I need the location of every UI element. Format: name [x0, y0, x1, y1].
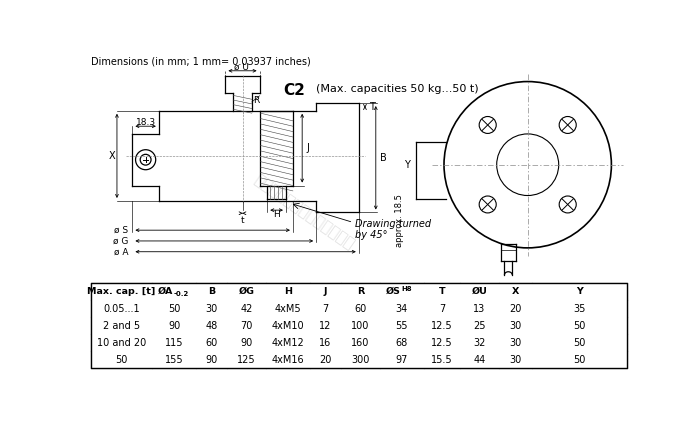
Text: 160: 160 [351, 338, 370, 348]
Text: ø U: ø U [234, 63, 249, 72]
Text: R: R [357, 287, 364, 296]
Text: 50: 50 [573, 354, 586, 365]
Text: ø G: ø G [113, 236, 129, 245]
Text: H: H [284, 287, 292, 296]
Text: ø A: ø A [114, 247, 129, 256]
Text: 4xM5: 4xM5 [274, 304, 301, 314]
Text: 广州众鯪自动化科技有限公司: 广州众鯪自动化科技有限公司 [251, 172, 358, 253]
Text: J: J [323, 287, 327, 296]
Text: 90: 90 [206, 354, 218, 365]
Text: 50: 50 [168, 304, 181, 314]
Text: 4xM16: 4xM16 [272, 354, 304, 365]
Text: T: T [439, 287, 445, 296]
Text: 35: 35 [573, 304, 586, 314]
Text: 25: 25 [473, 321, 486, 331]
Text: t: t [241, 217, 244, 225]
Text: 4xM12: 4xM12 [272, 338, 304, 348]
Text: 42: 42 [241, 304, 253, 314]
Text: 55: 55 [395, 321, 408, 331]
Text: -0.2: -0.2 [174, 291, 189, 297]
Text: C2: C2 [284, 83, 305, 98]
Text: approx. 18.5: approx. 18.5 [395, 194, 403, 247]
Text: B: B [208, 287, 216, 296]
Text: 12.5: 12.5 [431, 321, 453, 331]
Text: Drawing turned
by 45°: Drawing turned by 45° [355, 219, 431, 240]
Text: 30: 30 [509, 354, 522, 365]
Text: 48: 48 [206, 321, 218, 331]
Text: Y: Y [404, 160, 410, 170]
Text: 32: 32 [473, 338, 486, 348]
Text: 300: 300 [351, 354, 370, 365]
Text: 70: 70 [241, 321, 253, 331]
Text: 18.3: 18.3 [136, 118, 155, 127]
Text: 0.05...1: 0.05...1 [103, 304, 140, 314]
Text: X: X [109, 151, 116, 161]
Text: 30: 30 [509, 338, 522, 348]
Text: 50: 50 [573, 338, 586, 348]
Text: 60: 60 [354, 304, 367, 314]
Text: 60: 60 [206, 338, 218, 348]
Text: 7: 7 [323, 304, 328, 314]
Text: B: B [381, 153, 387, 163]
Text: 100: 100 [351, 321, 370, 331]
Text: X: X [512, 287, 519, 296]
Text: 90: 90 [168, 321, 181, 331]
Text: 30: 30 [509, 321, 522, 331]
Text: R: R [253, 96, 260, 105]
Text: 15.5: 15.5 [431, 354, 453, 365]
Text: 10 and 20: 10 and 20 [97, 338, 146, 348]
Text: 13: 13 [473, 304, 486, 314]
Text: ØS: ØS [386, 287, 401, 296]
Text: 115: 115 [165, 338, 183, 348]
Text: ØA: ØA [158, 287, 174, 296]
Text: 155: 155 [165, 354, 183, 365]
Text: 30: 30 [206, 304, 218, 314]
Text: Y: Y [576, 287, 583, 296]
Text: 20: 20 [319, 354, 332, 365]
Text: H: H [273, 210, 280, 219]
Text: Dimensions (in mm; 1 mm= 0.03937 inches): Dimensions (in mm; 1 mm= 0.03937 inches) [92, 57, 311, 67]
Text: 90: 90 [241, 338, 253, 348]
Text: ø S: ø S [114, 225, 129, 235]
Text: ØG: ØG [239, 287, 255, 296]
Text: 12.5: 12.5 [431, 338, 453, 348]
Text: 50: 50 [573, 321, 586, 331]
Text: 4xM10: 4xM10 [272, 321, 304, 331]
Bar [90, 283, 627, 368]
Text: 68: 68 [395, 338, 408, 348]
Text: H8: H8 [401, 286, 412, 292]
Text: 16: 16 [319, 338, 332, 348]
Text: 7: 7 [439, 304, 445, 314]
Text: J: J [306, 143, 309, 153]
Text: 44: 44 [473, 354, 486, 365]
Text: 50: 50 [116, 354, 127, 365]
Text: T: T [369, 102, 375, 112]
Text: Max. cap. [t]: Max. cap. [t] [88, 287, 155, 296]
Text: 125: 125 [237, 354, 256, 365]
Text: 2 and 5: 2 and 5 [103, 321, 140, 331]
Text: (Max. capacities 50 kg...50 t): (Max. capacities 50 kg...50 t) [316, 84, 479, 94]
Text: 34: 34 [395, 304, 408, 314]
Text: 97: 97 [395, 354, 408, 365]
Text: ØU: ØU [472, 287, 487, 296]
Text: 20: 20 [509, 304, 522, 314]
Text: 12: 12 [319, 321, 332, 331]
